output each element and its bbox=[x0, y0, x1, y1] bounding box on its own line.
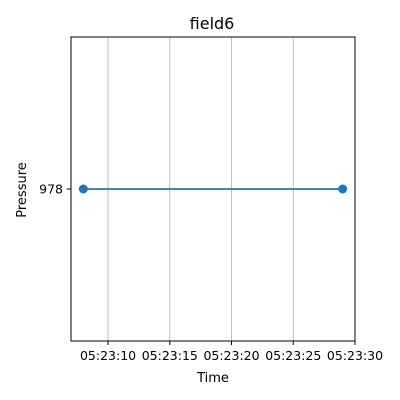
x-tick-label: 05:23:10 bbox=[80, 348, 136, 363]
y-axis-ticks: 978 bbox=[39, 182, 71, 197]
x-tick-label: 05:23:20 bbox=[203, 348, 259, 363]
x-axis-ticks: 05:23:10 05:23:15 05:23:20 05:23:25 05:23:30 bbox=[80, 341, 383, 363]
data-point bbox=[338, 184, 348, 194]
x-tick-label: 05:23:25 bbox=[265, 348, 321, 363]
y-tick-label: 978 bbox=[39, 182, 63, 197]
chart-title: field6 bbox=[190, 14, 235, 33]
x-tick-label: 05:23:15 bbox=[142, 348, 198, 363]
series-layer bbox=[78, 184, 348, 194]
x-tick-label: 05:23:30 bbox=[327, 348, 383, 363]
x-axis-label: Time bbox=[196, 371, 229, 386]
y-axis-label: Pressure bbox=[15, 162, 30, 218]
data-point bbox=[78, 184, 88, 194]
